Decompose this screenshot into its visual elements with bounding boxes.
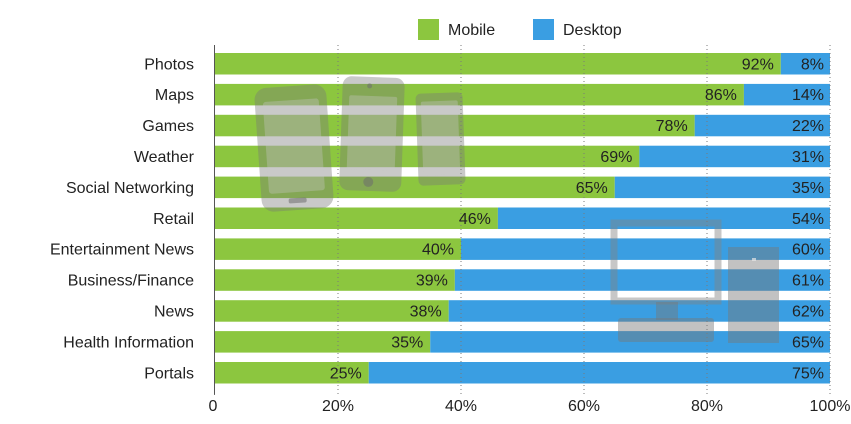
mobile-value-label: 65% bbox=[576, 180, 608, 197]
desktop-value-label: 75% bbox=[792, 365, 824, 382]
category-label: Health Information bbox=[63, 334, 194, 351]
x-tick-label: 20% bbox=[322, 398, 354, 415]
desktop-value-label: 22% bbox=[792, 118, 824, 135]
category-label: Business/Finance bbox=[68, 273, 194, 290]
bar-mobile bbox=[215, 145, 640, 168]
mobile-value-label: 40% bbox=[422, 242, 454, 259]
desktop-value-label: 31% bbox=[792, 149, 824, 166]
category-label: Entertainment News bbox=[50, 242, 194, 259]
x-tick-label: 80% bbox=[691, 398, 723, 415]
desktop-value-label: 14% bbox=[792, 87, 824, 104]
mobile-value-label: 35% bbox=[391, 334, 423, 351]
desktop-value-label: 35% bbox=[792, 180, 824, 197]
category-label: Retail bbox=[153, 211, 194, 228]
bar-mobile bbox=[215, 114, 695, 137]
bar-desktop bbox=[639, 145, 830, 168]
bar-mobile bbox=[215, 362, 369, 384]
desktop-value-label: 60% bbox=[792, 242, 824, 259]
bar-mobile bbox=[215, 331, 431, 353]
bar-mobile bbox=[215, 53, 781, 75]
mobile-value-label: 38% bbox=[410, 303, 442, 320]
desktop-tower-icon bbox=[728, 247, 779, 343]
bar-mobile bbox=[215, 176, 615, 199]
bar-desktop bbox=[614, 176, 830, 199]
category-label: Social Networking bbox=[66, 180, 194, 197]
category-label: News bbox=[154, 303, 194, 320]
category-label: Portals bbox=[144, 365, 194, 382]
bar-desktop bbox=[448, 300, 830, 322]
mobile-value-label: 78% bbox=[656, 118, 688, 135]
mobile-value-label: 39% bbox=[416, 273, 448, 290]
mobile-value-label: 92% bbox=[742, 56, 774, 73]
category-label: Maps bbox=[155, 87, 194, 104]
category-label: Games bbox=[142, 118, 194, 135]
bar-desktop bbox=[430, 331, 830, 353]
smartphone-icon bbox=[254, 84, 334, 212]
bar-desktop bbox=[694, 114, 830, 137]
bar-desktop bbox=[461, 238, 830, 260]
tablet-icon bbox=[339, 76, 405, 192]
bar-mobile bbox=[215, 300, 449, 322]
mobile-value-label: 69% bbox=[600, 149, 632, 166]
bar-mobile bbox=[215, 269, 455, 291]
desktop-value-label: 54% bbox=[792, 211, 824, 228]
desktop-value-label: 61% bbox=[792, 273, 824, 290]
category-label: Photos bbox=[144, 56, 194, 73]
category-label: Weather bbox=[134, 149, 195, 166]
legend-label-mobile: Mobile bbox=[448, 22, 495, 39]
mobile-value-label: 86% bbox=[705, 87, 737, 104]
x-tick-label: 0 bbox=[209, 398, 218, 415]
legend-swatch-mobile bbox=[418, 19, 439, 40]
legend-swatch-desktop bbox=[533, 19, 554, 40]
bar-desktop bbox=[780, 53, 830, 75]
bar-mobile bbox=[215, 207, 498, 229]
legend-label-desktop: Desktop bbox=[563, 22, 622, 39]
smartphone-small-icon bbox=[415, 92, 466, 186]
bar-desktop bbox=[497, 207, 830, 229]
x-tick-label: 40% bbox=[445, 398, 477, 415]
x-tick-label: 100% bbox=[810, 398, 851, 415]
x-tick-label: 60% bbox=[568, 398, 600, 415]
mobile-value-label: 46% bbox=[459, 211, 491, 228]
mobile-value-label: 25% bbox=[330, 365, 362, 382]
desktop-value-label: 8% bbox=[801, 56, 824, 73]
bar-desktop bbox=[454, 269, 830, 291]
bar-desktop bbox=[743, 83, 830, 106]
desktop-value-label: 65% bbox=[792, 334, 824, 351]
desktop-monitor-icon bbox=[610, 219, 722, 342]
bar-mobile bbox=[215, 83, 744, 106]
desktop-value-label: 62% bbox=[792, 303, 824, 320]
bar-desktop bbox=[368, 362, 830, 384]
